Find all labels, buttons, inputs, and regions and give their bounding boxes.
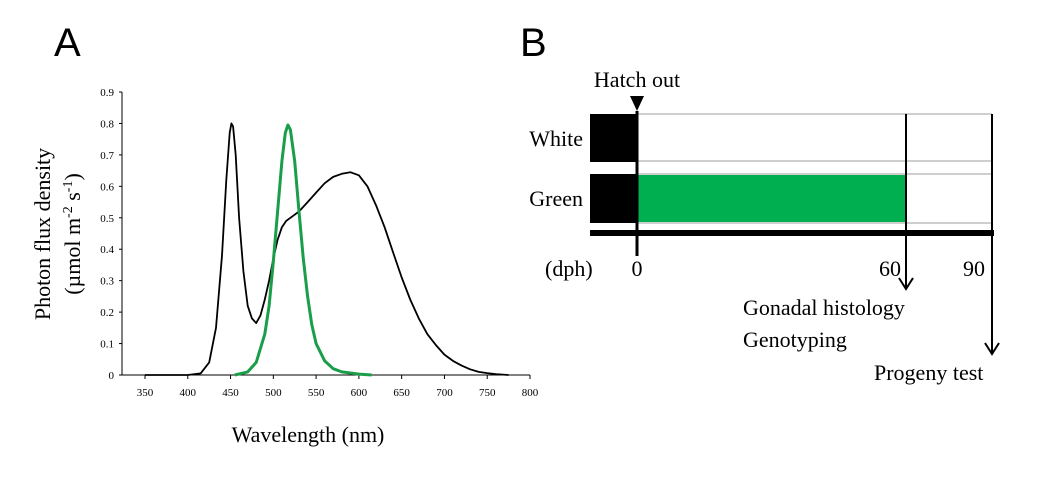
outcome-genotyping: Genotyping <box>743 327 847 352</box>
ylabel-suffix: ) <box>60 173 85 180</box>
row-label-green: Green <box>529 186 583 211</box>
x-tick-label: 350 <box>137 387 154 399</box>
y-tick-label: 0.3 <box>100 276 114 288</box>
x-tick-label: 450 <box>222 387 239 399</box>
row-label-white: White <box>529 126 583 151</box>
x-tick-label: 650 <box>393 387 410 399</box>
ylabel-sup1: -2 <box>61 206 76 218</box>
x-tick-label: 500 <box>265 387 282 399</box>
y-tick-label: 0.7 <box>100 150 114 162</box>
day-label-60: 60 <box>879 256 901 281</box>
series-layer <box>145 122 509 377</box>
day-label-0: 0 <box>632 256 643 281</box>
y-tick-label: 0.2 <box>100 307 114 319</box>
ylabel-sup2: -1 <box>61 181 76 193</box>
series-line-green <box>234 123 372 377</box>
day-label-90: 90 <box>963 256 985 281</box>
y-tick-label: 0.5 <box>100 213 114 225</box>
y-axis-title-line1: Photon flux density <box>30 148 55 320</box>
outcome-gonadal-histology: Gonadal histology <box>743 295 905 320</box>
x-tick-label: 750 <box>479 387 496 399</box>
timeline-bar <box>590 230 994 236</box>
day60-arrowhead-icon <box>898 277 914 291</box>
y-tick-label: 0.9 <box>100 87 114 99</box>
row-green-dark-block <box>590 174 637 223</box>
x-tick-label: 800 <box>522 387 539 399</box>
x-tick-label: 700 <box>436 387 453 399</box>
x-tick-label: 600 <box>351 387 368 399</box>
x-tick-label: 400 <box>180 387 197 399</box>
y-ticks: 0 0.1 0.2 0.3 0.4 0.5 0.6 0.7 0.8 0.9 <box>100 87 122 382</box>
hatch-marker-icon <box>630 96 644 111</box>
outcome-progeny-test: Progeny test <box>874 360 983 385</box>
panel-a-label: A <box>54 21 81 65</box>
panel-b-label: B <box>520 21 547 65</box>
row-white-dark-block <box>590 114 637 162</box>
spectrum-chart: 0 0.1 0.2 0.3 0.4 0.5 0.6 0.7 0.8 0.9 350 400 450 50… <box>30 87 539 447</box>
rearing-schedule: Hatch out White Green (dph) 0 60 90 Gona… <box>529 67 1000 385</box>
row-green-treatment-bar <box>637 175 906 222</box>
x-tick-label: 550 <box>308 387 325 399</box>
y-axis-title-line2: (µmol m-2 s-1) <box>60 173 85 295</box>
dph-unit-label: (dph) <box>545 256 593 281</box>
y-tick-label: 0.1 <box>100 339 114 351</box>
row-white-treatment-bar <box>637 115 906 160</box>
ylabel-mid: s <box>60 192 85 206</box>
x-axis-title: Wavelength (nm) <box>232 422 385 447</box>
series-line-white <box>145 122 509 376</box>
x-ticks: 350 400 450 500 550 600 650 700 750 800 <box>137 375 539 399</box>
y-tick-label: 0 <box>109 370 115 382</box>
y-tick-label: 0.6 <box>100 181 114 193</box>
ylabel-prefix: (µmol m <box>60 218 85 295</box>
day90-arrowhead-icon <box>984 342 1000 356</box>
hatch-out-label: Hatch out <box>594 67 680 92</box>
y-tick-label: 0.4 <box>100 244 114 256</box>
y-tick-label: 0.8 <box>100 118 114 130</box>
